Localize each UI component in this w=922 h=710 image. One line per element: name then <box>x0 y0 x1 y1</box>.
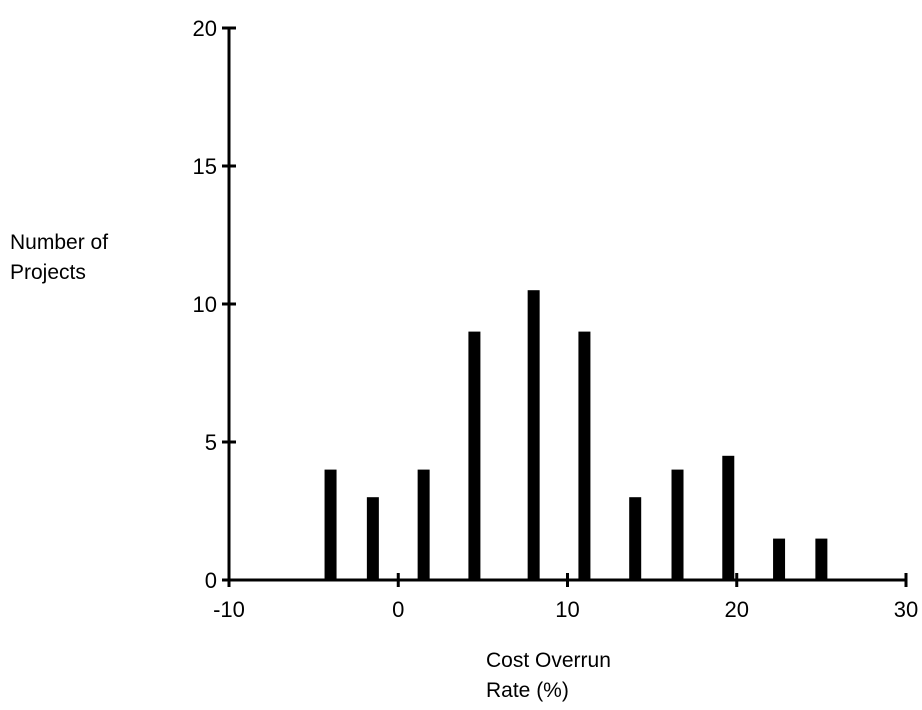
bar <box>417 469 430 580</box>
bar <box>671 469 684 580</box>
y-tick-label: 15 <box>193 154 217 179</box>
x-tick-label: 20 <box>725 597 749 622</box>
x-axis-title-line-1: Cost Overrun <box>486 649 611 672</box>
bar <box>366 497 379 580</box>
y-tick-label: 5 <box>205 430 217 455</box>
bar <box>468 331 481 580</box>
bars <box>324 290 828 580</box>
x-tick-label: 0 <box>392 597 404 622</box>
bar <box>527 290 540 580</box>
bar <box>815 538 828 580</box>
y-axis-ticks: 0 5 10 15 20 <box>193 16 236 593</box>
x-tick-label: 30 <box>894 597 918 622</box>
bar <box>324 469 337 580</box>
x-tick-label: 10 <box>555 597 579 622</box>
bar <box>722 455 735 580</box>
bar <box>773 538 786 580</box>
y-axis-title-line-2: Projects <box>10 261 86 284</box>
bar <box>629 497 642 580</box>
x-tick-label: -10 <box>213 597 245 622</box>
y-axis-title-line-1: Number of <box>10 231 108 254</box>
x-axis-ticks: -10 0 10 20 30 <box>213 573 918 622</box>
bar <box>578 331 591 580</box>
y-tick-label: 20 <box>193 16 217 41</box>
y-tick-label: 0 <box>205 568 217 593</box>
y-tick-label: 10 <box>193 292 217 317</box>
x-axis-title-line-2: Rate (%) <box>486 679 569 702</box>
